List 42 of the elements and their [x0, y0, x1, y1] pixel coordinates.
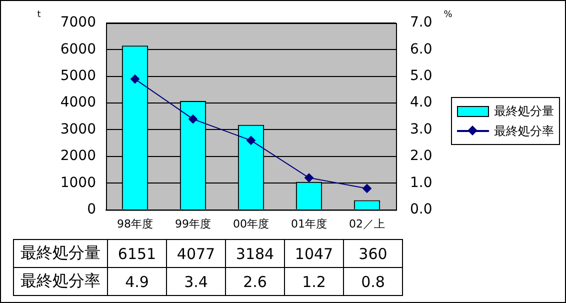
y-tick-label: 2000	[60, 148, 96, 164]
data-label: 3.4	[166, 268, 226, 296]
y-tick-label: 4000	[60, 94, 96, 111]
y-tick-label: 3000	[60, 121, 96, 138]
data-label: 1047	[284, 240, 344, 268]
x-tick-label: 00年度	[233, 217, 269, 230]
x-tick-label: 02／上	[349, 217, 385, 230]
y2-tick-label: 0.0	[410, 201, 432, 218]
text: 最終処分量	[20, 243, 100, 262]
y-tick-label: 7000	[60, 14, 96, 31]
y2-tick-label: 3.0	[410, 121, 432, 138]
y2-tick-label: 6.0	[410, 41, 432, 58]
data-label: 2.6	[226, 268, 284, 296]
y2-tick-label: 1.0	[410, 174, 432, 191]
y-tick-label: 6000	[60, 41, 96, 58]
data-label: 1.2	[284, 268, 344, 296]
y-tick-label: 0	[87, 201, 96, 218]
data-label: 4077	[166, 240, 226, 268]
y2-tick-label: 5.0	[410, 68, 432, 84]
point	[362, 184, 372, 193]
y-tick-label: 1000	[60, 174, 96, 191]
point	[130, 74, 140, 84]
x-tick-label: 01年度	[291, 217, 327, 230]
point	[188, 114, 198, 124]
y-axis-title: t	[37, 10, 42, 20]
point	[246, 136, 256, 145]
x-tick-label: 98年度	[117, 217, 153, 230]
data-label: 3184	[226, 240, 284, 268]
data-label: 4.9	[108, 268, 166, 296]
x-tick-label: 99年度	[175, 217, 211, 230]
legend-label: 最終処分量	[494, 102, 554, 120]
y2-tick-label: 7.0	[410, 14, 432, 31]
data-label: 0.8	[344, 268, 402, 296]
data-label: 6151	[108, 240, 166, 268]
y2-tick-label: 4.0	[410, 94, 432, 111]
legend-label: 最終処分率	[494, 122, 554, 140]
data-label: 360	[344, 240, 402, 268]
y2-tick-label: 2.0	[410, 148, 432, 164]
y2-axis-title: %	[444, 10, 453, 20]
point	[304, 173, 314, 182]
y-tick-label: 5000	[60, 68, 96, 84]
text: 最終処分率	[20, 271, 100, 290]
